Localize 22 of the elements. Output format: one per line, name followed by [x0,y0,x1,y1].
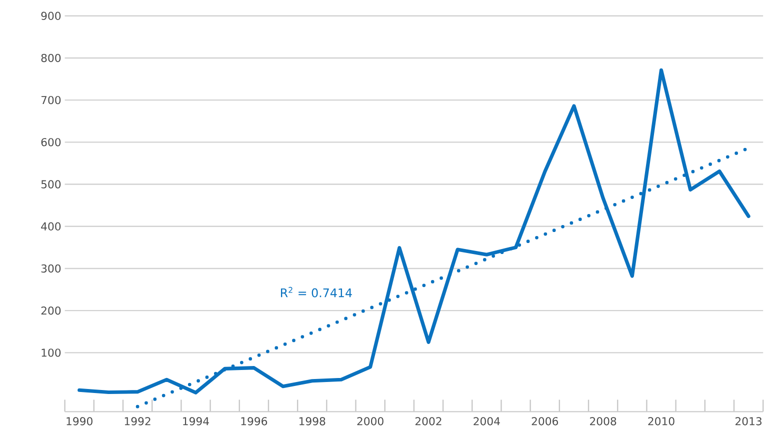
x-tick-label: 2008 [590,416,616,426]
y-tick-label: 500 [41,180,61,188]
x-tick-label: 1996 [241,416,268,426]
x-tick-label: 2006 [532,416,558,426]
y-tick-label: 300 [41,264,61,272]
y-tick-label: 800 [41,54,61,62]
y-tick-label: 600 [41,138,61,146]
x-tick-label: 2013 [736,416,762,426]
x-tick-label: 1992 [124,416,150,426]
x-tick-label: 1990 [66,416,92,426]
x-tick-label: 1998 [299,416,326,426]
x-tick-label: 2002 [415,416,442,426]
x-tick-label: 2000 [357,416,384,426]
y-tick-label: 100 [42,348,61,357]
y-tick-label: 200 [41,306,61,314]
y-tick-label: 400 [41,222,61,230]
x-tick-label: 2010 [648,416,674,426]
annotation: R$^{2}$ = 0.7414 [280,286,352,298]
y-tick-label: 700 [41,96,61,104]
y-tick-label: 900 [41,12,61,20]
x-tick-label: 2004 [474,416,500,426]
x-tick-label: 1994 [183,416,209,426]
